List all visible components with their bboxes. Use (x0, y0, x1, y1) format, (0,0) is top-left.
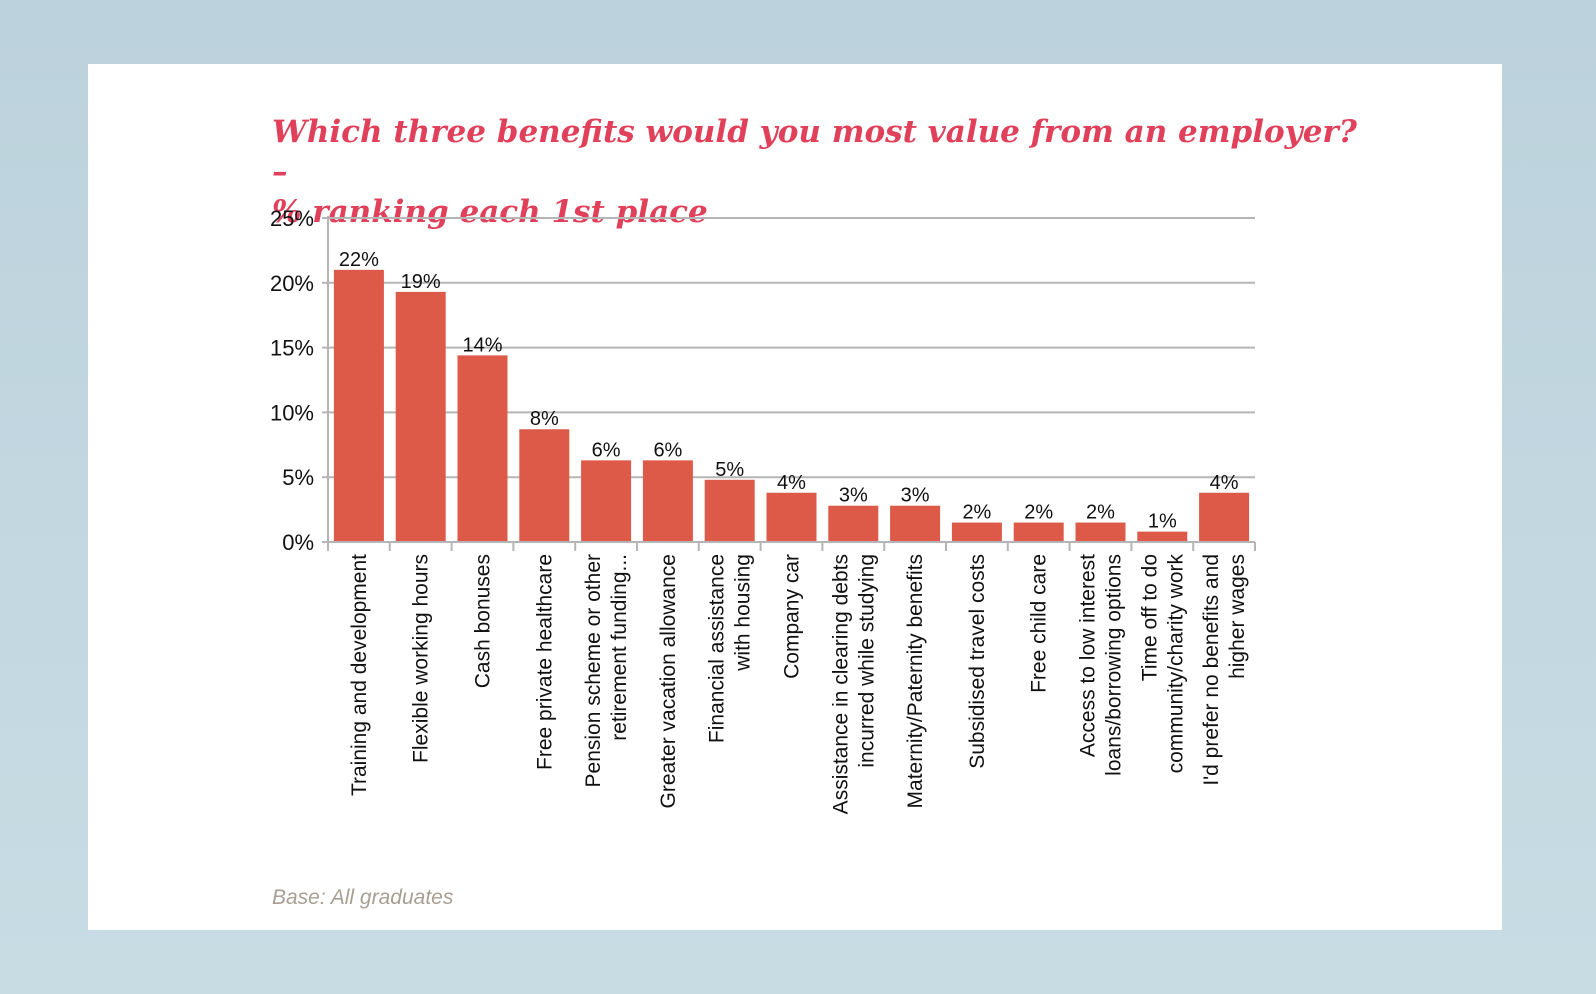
category-label: Time off to do community/charity work (1138, 554, 1187, 774)
bar (519, 429, 570, 542)
bar-chart: 0% 5% 10% 15% 20% 25% 22% Training and develop… (270, 206, 1256, 814)
bar (1013, 522, 1064, 542)
chart-title-line-1: Which three benefits would you most valu… (272, 114, 1357, 190)
category-label-line: Assistance in clearing debts (829, 554, 852, 814)
data-label: 19% (401, 271, 441, 293)
bar (704, 479, 755, 542)
data-label: 2% (1086, 502, 1115, 524)
data-label: 4% (1210, 472, 1239, 494)
category-label: Subsidised travel costs (966, 554, 989, 769)
bar (642, 460, 693, 542)
y-tick-label: 20% (270, 271, 314, 296)
category-label-line: Pension scheme or other (582, 554, 605, 787)
category-label: Company car (781, 554, 804, 679)
category-label: Greater vacation allowance (657, 554, 680, 808)
category-label-line: Subsidised travel costs (966, 554, 989, 769)
category-label-line: Company car (781, 554, 804, 679)
data-label: 4% (777, 472, 806, 494)
category-label-line: Free private healthcare (533, 554, 556, 770)
category-label-line: Maternity/Paternity benefits (904, 554, 927, 808)
data-label: 3% (901, 485, 930, 507)
bar (951, 522, 1002, 542)
category-label-line: loans/borrowing options (1103, 554, 1126, 776)
bar (828, 505, 879, 542)
y-tick-label: 25% (270, 206, 314, 231)
bar (457, 355, 508, 542)
category-label: Free child care (1028, 554, 1051, 693)
category-label: Cash bonuses (472, 554, 495, 688)
category-label: Flexible working hours (410, 554, 433, 763)
category-label-line: higher wages (1226, 554, 1249, 679)
footnote: Base: All graduates (272, 886, 454, 909)
data-label: 5% (715, 459, 744, 481)
bar (581, 460, 632, 542)
data-label: 14% (462, 334, 502, 356)
data-label: 8% (530, 408, 559, 430)
bars (333, 269, 1250, 542)
data-label: 6% (592, 439, 621, 461)
bar (395, 291, 446, 542)
labels: 22% Training and development 19% Flexible w… (339, 249, 1249, 814)
category-label: Training and development (348, 554, 371, 796)
category-label-line: Free child care (1028, 554, 1051, 693)
category-label: Pension scheme or other retirement fundin… (582, 554, 631, 787)
chart-title-line-2: % ranking each 1st place (272, 194, 708, 230)
category-label-line: retirement funding... (608, 554, 631, 741)
category-label: Financial assistance with housing (706, 554, 755, 743)
category-label-line: with housing (732, 554, 755, 672)
category-label-line: community/charity work (1164, 554, 1187, 774)
category-label-line: Training and development (348, 554, 371, 796)
category-label: Access to low interest loans/borrowing op… (1077, 554, 1126, 776)
data-label: 22% (339, 249, 379, 271)
bar (766, 492, 817, 542)
category-label: Maternity/Paternity benefits (904, 554, 927, 808)
category-label-line: Time off to do (1138, 554, 1161, 681)
data-label: 2% (962, 502, 991, 524)
bar (1137, 531, 1188, 542)
y-tick-label: 10% (270, 400, 314, 425)
axes: 0% 5% 10% 15% 20% 25% (270, 206, 1256, 555)
bar (1075, 522, 1126, 542)
category-label-line: I'd prefer no benefits and (1200, 554, 1223, 786)
data-label: 2% (1024, 502, 1053, 524)
category-label-line: Cash bonuses (472, 554, 495, 688)
y-tick-label: 5% (282, 465, 314, 490)
data-label: 3% (839, 485, 868, 507)
bar (890, 505, 941, 542)
category-label: Assistance in clearing debts incurred whi… (829, 554, 878, 814)
chart-title: Which three benefits would you most valu… (272, 112, 1372, 232)
y-tick-label: 0% (282, 530, 314, 555)
category-label-line: Greater vacation allowance (657, 554, 680, 808)
category-label-line: Financial assistance (706, 554, 729, 743)
bar (1199, 492, 1250, 542)
category-label-line: incurred while studying (855, 554, 878, 768)
chart-card: Which three benefits would you most valu… (88, 64, 1502, 930)
data-label: 6% (653, 439, 682, 461)
bar (333, 269, 384, 542)
category-label: I'd prefer no benefits and higher wages (1200, 554, 1249, 786)
data-label: 1% (1148, 511, 1177, 533)
category-label: Free private healthcare (533, 554, 556, 770)
category-label-line: Access to low interest (1077, 554, 1100, 757)
category-label-line: Flexible working hours (410, 554, 433, 763)
y-tick-label: 15% (270, 336, 314, 361)
